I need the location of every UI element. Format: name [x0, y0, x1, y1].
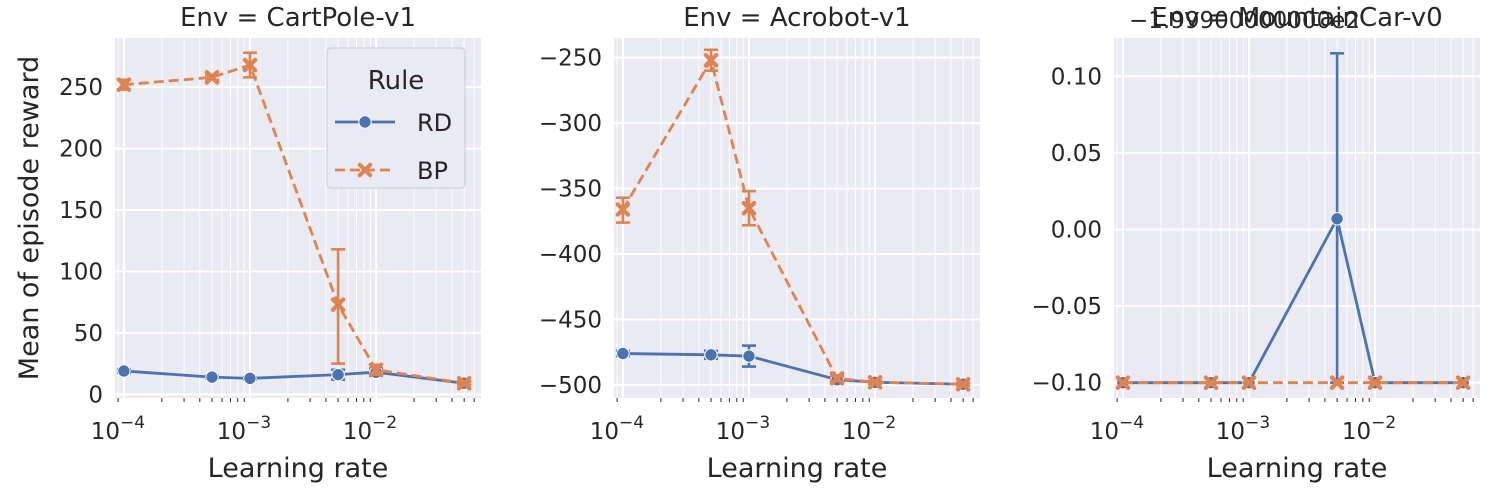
plot-area — [614, 38, 980, 398]
data-point-bp — [1203, 375, 1219, 390]
x-axis-label: Learning rate — [707, 453, 888, 484]
legend-title: Rule — [368, 66, 425, 96]
data-point-bp — [1241, 375, 1257, 390]
data-point-rd — [205, 370, 219, 384]
plot-area — [1114, 38, 1480, 398]
y-tick-label: −450 — [539, 307, 602, 333]
y-axis-label: Mean of episode reward — [14, 56, 45, 380]
series-line-rd — [123, 369, 465, 385]
y-tick-label: −500 — [539, 373, 602, 399]
x-tick-base: 10 — [716, 419, 745, 445]
series-line-bp — [621, 58, 964, 386]
x-tick-label: 10−3 — [1216, 413, 1270, 445]
y-tick-label: 200 — [59, 137, 103, 163]
x-tick-exponent: −2 — [1371, 413, 1396, 433]
data-point-bp — [615, 202, 631, 217]
x-tick-exponent: −2 — [871, 413, 896, 433]
y-offset-text: −1.99900000000e2 — [1129, 8, 1360, 34]
y-tick-label: 150 — [59, 198, 103, 224]
data-point-bp — [741, 200, 757, 216]
series-bp — [116, 51, 472, 391]
x-tick-exponent: −4 — [619, 413, 644, 433]
series-bp — [1115, 375, 1471, 390]
x-tick-label: 10−4 — [590, 413, 644, 445]
data-point-bp — [368, 362, 384, 378]
x-tick-label: 10−3 — [217, 413, 271, 445]
legend-box — [326, 47, 466, 189]
x-tick-base: 10 — [343, 419, 372, 445]
data-point-bp — [955, 376, 971, 392]
y-tick-label: −0.05 — [1032, 294, 1102, 320]
x-tick-exponent: −2 — [372, 413, 397, 433]
y-tick-label: 50 — [74, 321, 103, 347]
data-point-rd — [704, 348, 718, 362]
panel-acrobot: 10−4 10−3 10−2−500−450−400−350−300−250Env … — [539, 3, 980, 484]
x-tick-exponent: −3 — [1245, 413, 1270, 433]
x-tick-exponent: −4 — [120, 413, 145, 433]
x-tick-label: 10−4 — [1090, 413, 1144, 445]
data-point-bp — [204, 70, 220, 85]
data-point-rd — [117, 364, 131, 378]
y-tick-label: 0.10 — [1051, 64, 1102, 90]
data-point-rd — [243, 371, 257, 386]
y-tick-label: −0.10 — [1032, 371, 1102, 397]
x-axis-label: Learning rate — [1207, 453, 1388, 484]
x-tick-label: 10−2 — [343, 413, 397, 445]
x-tick-base: 10 — [1216, 419, 1245, 445]
y-tick-label: 0 — [88, 382, 103, 408]
data-point-bp — [867, 374, 883, 390]
data-point-bp — [829, 371, 845, 386]
x-tick-base: 10 — [1090, 419, 1119, 445]
y-tick-label: 0.05 — [1051, 141, 1102, 167]
x-tick-label: 10−2 — [1342, 413, 1396, 445]
y-tick-label: 100 — [59, 259, 103, 285]
chart-title: Env = CartPole-v1 — [180, 3, 416, 33]
legend-marker-bp — [357, 162, 373, 178]
legend: Rule RD BP — [326, 47, 466, 189]
x-tick-exponent: −3 — [246, 413, 271, 433]
y-tick-label: 250 — [59, 75, 103, 101]
x-tick-base: 10 — [590, 419, 619, 445]
chart-title: Env = Acrobot-v1 — [683, 3, 910, 33]
x-tick-label: 10−3 — [716, 413, 770, 445]
series-bp — [615, 48, 971, 392]
x-tick-exponent: −4 — [1119, 413, 1144, 433]
y-tick-label: −400 — [539, 242, 602, 268]
series-line-rd — [1122, 217, 1464, 385]
data-point-bp — [116, 77, 132, 92]
legend-marker-rd — [358, 115, 372, 129]
data-point-rd — [616, 346, 630, 361]
data-point-bp — [1367, 375, 1383, 390]
data-point-bp — [1329, 375, 1345, 390]
x-tick-base: 10 — [1342, 419, 1371, 445]
x-tick-base: 10 — [91, 419, 120, 445]
data-point-bp — [703, 52, 719, 68]
data-point-rd — [1330, 212, 1344, 226]
y-tick-label: −350 — [539, 177, 602, 203]
legend-label-rd: RD — [417, 109, 452, 137]
x-tick-exponent: −3 — [745, 413, 770, 433]
data-point-bp — [1455, 375, 1471, 390]
data-point-bp — [1115, 375, 1131, 390]
x-tick-label: 10−4 — [91, 413, 145, 445]
data-point-rd — [331, 367, 345, 382]
data-point-bp — [330, 297, 346, 312]
data-point-bp — [242, 57, 258, 73]
data-point-rd — [742, 349, 756, 363]
x-tick-base: 10 — [842, 419, 871, 445]
x-axis-label: Learning rate — [208, 453, 389, 484]
x-tick-label: 10−2 — [842, 413, 896, 445]
y-tick-label: −300 — [539, 111, 602, 137]
data-point-bp — [456, 375, 472, 391]
series-line-bp — [123, 63, 465, 385]
chart-title: Env = MountainCar-v0 — [1151, 3, 1442, 33]
y-tick-label: −250 — [539, 46, 602, 72]
y-tick-label: 0.00 — [1051, 217, 1102, 243]
x-tick-base: 10 — [217, 419, 246, 445]
legend-label-bp: BP — [417, 157, 448, 185]
